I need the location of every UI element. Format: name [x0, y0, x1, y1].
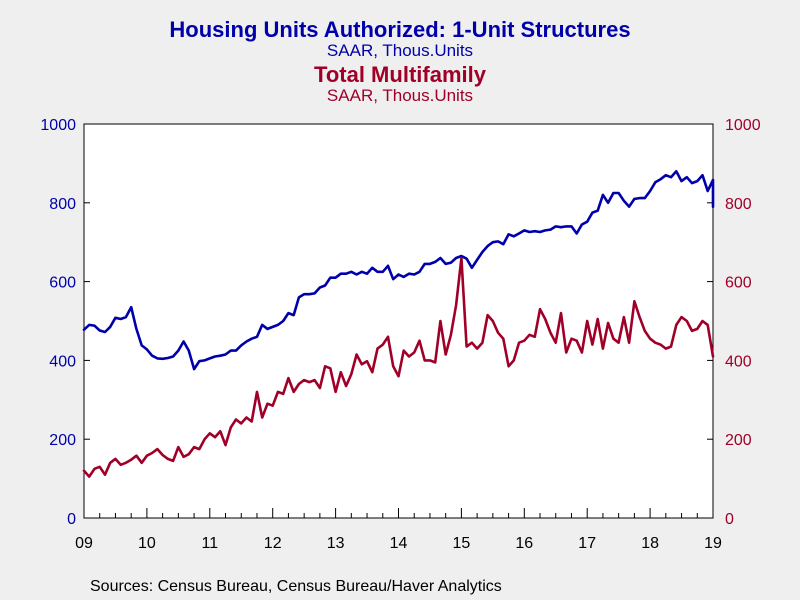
plot-area [83, 123, 714, 519]
y-right-tick-label: 0 [725, 511, 734, 528]
y-left-tick-label: 800 [49, 196, 76, 213]
y-left-tick-label: 1000 [40, 117, 76, 134]
y-right-tick-label: 600 [725, 275, 752, 292]
series-line-2 [82, 256, 715, 478]
series2-title: Total Multifamily [314, 62, 486, 87]
x-tick-label: 17 [578, 535, 596, 552]
y-left-tick-label: 200 [49, 432, 76, 449]
y-left-tick-label: 600 [49, 275, 76, 292]
x-tick-label: 13 [327, 535, 345, 552]
x-tick-label: 12 [264, 535, 282, 552]
x-tick-label: 18 [641, 535, 659, 552]
y-right-tick-label: 1000 [725, 117, 761, 134]
x-tick-label: 14 [390, 535, 408, 552]
x-tick-label: 19 [704, 535, 722, 552]
y-left-tick-label: 400 [49, 353, 76, 370]
series1-subtitle: SAAR, Thous.Units [326, 41, 474, 60]
sources-note: Sources: Census Bureau, Census Bureau/Ha… [90, 578, 502, 595]
x-tick-label: 09 [75, 535, 93, 552]
chart-titles: Housing Units Authorized: 1-Unit Structu… [0, 18, 800, 105]
x-tick-label: 11 [201, 535, 218, 552]
series2-subtitle: SAAR, Thous.Units [326, 86, 474, 105]
y-left-tick-label: 0 [67, 511, 76, 528]
x-tick-label: 15 [453, 535, 471, 552]
series1-title: Housing Units Authorized: 1-Unit Structu… [169, 17, 631, 42]
y-right-tick-label: 200 [725, 432, 752, 449]
y-right-tick-label: 400 [725, 353, 752, 370]
series-line-1 [82, 170, 715, 371]
x-tick-label: 10 [138, 535, 156, 552]
x-tick-label: 16 [515, 535, 533, 552]
y-right-tick-label: 800 [725, 196, 752, 213]
